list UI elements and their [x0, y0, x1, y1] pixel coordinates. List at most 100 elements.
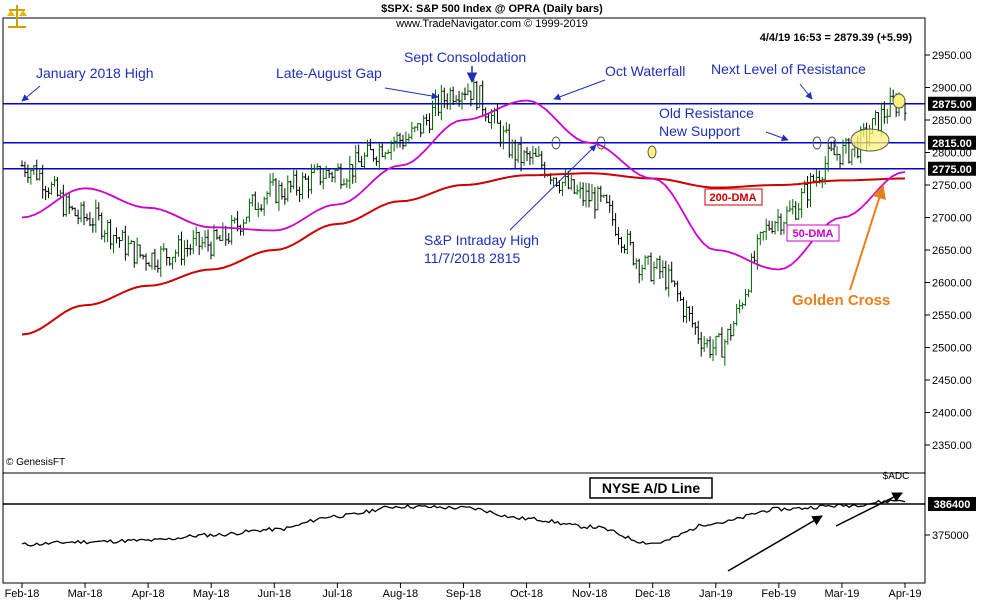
- price-bar: [295, 170, 299, 196]
- price-bar: [625, 229, 629, 255]
- price-bar: [619, 236, 623, 253]
- price-bar: [366, 139, 370, 158]
- price-bar: [823, 156, 827, 185]
- annotation-old-resistance: Old Resistance: [659, 105, 754, 121]
- price-bar: [79, 202, 83, 223]
- price-bar: [218, 234, 222, 241]
- price-bar: [770, 220, 774, 234]
- price-bar: [315, 163, 319, 171]
- price-bar: [215, 228, 219, 240]
- price-bar: [374, 156, 378, 166]
- price-bar: [720, 327, 724, 358]
- arrow: [509, 144, 597, 231]
- arrow: [849, 184, 886, 291]
- price-bar: [76, 209, 80, 225]
- price-bar: [38, 168, 42, 181]
- x-tick-label: Nov-18: [572, 588, 607, 600]
- price-bar: [188, 244, 192, 256]
- price-bar: [23, 161, 27, 178]
- price-bar: [430, 100, 434, 130]
- price-bar: [481, 80, 485, 116]
- price-bar: [436, 94, 440, 116]
- scales-icon: [7, 5, 27, 28]
- price-bar: [100, 212, 104, 240]
- price-bar: [162, 243, 166, 252]
- price-bar: [268, 173, 272, 197]
- price-bar: [634, 258, 638, 270]
- price-bar: [292, 169, 296, 190]
- price-bar: [466, 83, 470, 96]
- axes: 2350.00 2400.00 2450.00 2500.00 2550.00 2600.…: [5, 50, 972, 600]
- price-bar: [233, 217, 237, 224]
- touch-marker: [850, 128, 890, 152]
- price-bar: [519, 136, 523, 172]
- price-bar: [32, 165, 36, 175]
- x-tick-label: Sep-18: [446, 588, 481, 600]
- price-bar: [876, 112, 880, 132]
- price-bar: [708, 336, 712, 359]
- price-bar: [767, 220, 771, 231]
- price-bar: [498, 120, 502, 147]
- price-bar: [652, 261, 656, 285]
- price-bar: [413, 126, 417, 133]
- price-bar: [785, 206, 789, 225]
- ad-line: [21, 499, 906, 547]
- price-bar: [85, 213, 89, 222]
- price-bar: [407, 133, 411, 142]
- price-bar: [29, 167, 33, 185]
- x-tick-label: Jun-18: [257, 588, 291, 600]
- price-bar: [714, 335, 718, 356]
- price-bar: [224, 225, 228, 246]
- price-bar: [749, 253, 753, 293]
- price-bar: [690, 306, 694, 328]
- price-bar: [241, 219, 245, 236]
- price-bar: [129, 239, 133, 245]
- dma200-tag-box: [704, 188, 763, 206]
- price-bar: [239, 224, 243, 236]
- price-bar: [318, 165, 322, 186]
- price-bar: [590, 183, 594, 202]
- price-bar: [820, 176, 824, 189]
- price-bar: [608, 195, 612, 213]
- price-bar: [764, 218, 768, 240]
- price-bar: [35, 159, 39, 181]
- price-bar: [354, 145, 358, 183]
- price-bar: [658, 255, 662, 280]
- price-bar: [64, 192, 68, 217]
- price-bar: [433, 89, 437, 117]
- price-bar: [283, 188, 287, 205]
- price-bar: [735, 303, 739, 326]
- price-bar: [537, 146, 541, 158]
- price-bar: [371, 148, 375, 162]
- y-tick-label: 2800.00: [932, 148, 972, 160]
- ad-panel-frame: [2, 472, 926, 584]
- price-bar: [259, 204, 263, 212]
- annotation-intraday-high-line2: 11/7/2018 2815: [424, 250, 520, 266]
- level-lines: 2875.00 2815.00 2775.00: [3, 96, 976, 176]
- price-bar: [221, 222, 225, 241]
- price-bar: [661, 260, 665, 279]
- price-bar: [212, 224, 216, 257]
- price-bar: [197, 231, 201, 256]
- price-bar: [61, 184, 65, 217]
- price-bar: [885, 108, 889, 124]
- price-bar: [670, 261, 674, 283]
- dma50-tag: 50-DMA: [793, 228, 834, 240]
- price-bar: [572, 179, 576, 195]
- price-bar: [593, 187, 597, 219]
- price-bar: [711, 339, 715, 362]
- y-tick-label: 2850.00: [932, 115, 972, 127]
- price-bar: [448, 87, 452, 110]
- price-bar: [439, 84, 443, 121]
- price-bar: [425, 114, 429, 126]
- price-bar: [342, 178, 346, 186]
- price-bar: [726, 328, 730, 345]
- x-tick-label: Jan-19: [699, 588, 733, 600]
- price-bar: [504, 122, 508, 134]
- y-tick-label: 2500.00: [932, 343, 972, 355]
- price-bar: [717, 332, 721, 338]
- price-bar: [472, 76, 476, 100]
- price-bar: [253, 191, 257, 210]
- annotation-oct-waterfall: Oct Waterfall: [605, 63, 685, 79]
